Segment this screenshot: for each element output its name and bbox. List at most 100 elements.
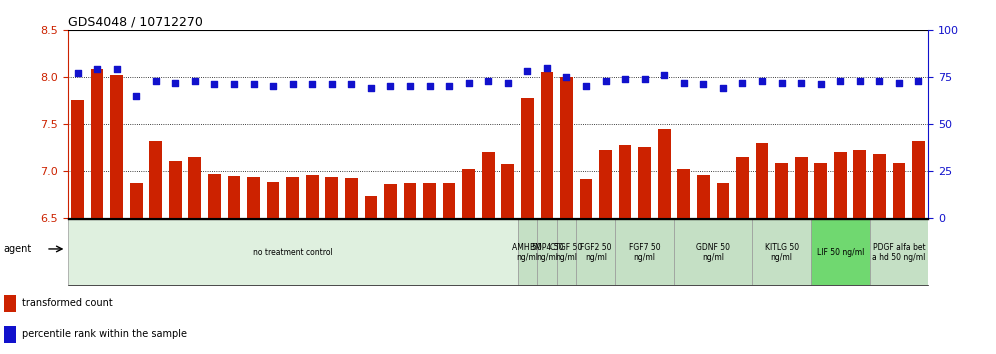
- Bar: [616, 219, 674, 285]
- Point: [363, 85, 378, 91]
- Point: [793, 80, 809, 85]
- Text: GDS4048 / 10712270: GDS4048 / 10712270: [68, 16, 202, 29]
- Point: [285, 82, 301, 87]
- Bar: [149, 141, 162, 218]
- Point: [833, 78, 849, 84]
- Point: [519, 69, 535, 74]
- Point: [402, 84, 418, 89]
- Bar: [403, 183, 416, 218]
- Point: [578, 84, 594, 89]
- Bar: [384, 184, 396, 218]
- Bar: [537, 219, 557, 285]
- Bar: [912, 141, 925, 218]
- Bar: [4, 295, 16, 312]
- Point: [304, 82, 320, 87]
- Point: [344, 82, 360, 87]
- Point: [676, 80, 692, 85]
- Bar: [674, 219, 752, 285]
- Bar: [834, 152, 847, 218]
- Bar: [600, 150, 612, 218]
- Point: [89, 67, 105, 72]
- Text: BMP4 50
ng/ml: BMP4 50 ng/ml: [530, 242, 564, 262]
- Bar: [557, 219, 577, 285]
- Point: [421, 84, 437, 89]
- Text: LIF 50 ng/ml: LIF 50 ng/ml: [817, 248, 864, 257]
- Point: [636, 76, 652, 82]
- Point: [480, 78, 496, 84]
- Text: transformed count: transformed count: [22, 298, 113, 308]
- Point: [128, 93, 144, 99]
- Bar: [619, 144, 631, 218]
- Point: [167, 80, 183, 85]
- Text: KITLG 50
ng/ml: KITLG 50 ng/ml: [765, 242, 799, 262]
- Point: [147, 78, 163, 84]
- Bar: [91, 69, 104, 218]
- Point: [852, 78, 868, 84]
- Bar: [345, 178, 358, 218]
- Bar: [111, 75, 123, 218]
- Bar: [501, 164, 514, 218]
- Text: percentile rank within the sample: percentile rank within the sample: [22, 329, 186, 339]
- Bar: [188, 157, 201, 218]
- Text: CTGF 50
ng/ml: CTGF 50 ng/ml: [551, 242, 583, 262]
- Bar: [365, 196, 377, 218]
- Point: [206, 82, 222, 87]
- Bar: [580, 179, 593, 218]
- Bar: [638, 147, 651, 218]
- Bar: [560, 77, 573, 218]
- Bar: [677, 169, 690, 218]
- Text: FGF7 50
ng/ml: FGF7 50 ng/ml: [628, 242, 660, 262]
- Point: [598, 78, 614, 84]
- Point: [539, 65, 555, 70]
- Point: [656, 72, 672, 78]
- Bar: [716, 183, 729, 218]
- Point: [70, 70, 86, 76]
- Bar: [541, 72, 553, 218]
- Point: [441, 84, 457, 89]
- Bar: [518, 219, 537, 285]
- Bar: [752, 219, 811, 285]
- Bar: [267, 182, 280, 218]
- Point: [910, 78, 926, 84]
- Point: [559, 74, 575, 80]
- Point: [734, 80, 750, 85]
- Bar: [697, 176, 710, 218]
- Text: agent: agent: [3, 244, 32, 254]
- Point: [715, 85, 731, 91]
- Bar: [521, 98, 534, 218]
- Bar: [306, 176, 319, 218]
- Bar: [443, 183, 455, 218]
- Point: [754, 78, 770, 84]
- Bar: [815, 163, 827, 218]
- Text: PDGF alfa bet
a hd 50 ng/ml: PDGF alfa bet a hd 50 ng/ml: [872, 242, 925, 262]
- Bar: [68, 219, 518, 285]
- Bar: [208, 173, 221, 218]
- Point: [109, 67, 124, 72]
- Bar: [811, 219, 870, 285]
- Bar: [286, 177, 299, 218]
- Point: [246, 82, 262, 87]
- Point: [774, 80, 790, 85]
- Point: [813, 82, 829, 87]
- Bar: [71, 101, 84, 218]
- Point: [618, 76, 633, 82]
- Point: [500, 80, 516, 85]
- Bar: [795, 157, 808, 218]
- Text: no treatment control: no treatment control: [253, 248, 333, 257]
- Bar: [423, 183, 436, 218]
- Point: [891, 80, 907, 85]
- Bar: [870, 219, 928, 285]
- Point: [324, 82, 340, 87]
- Bar: [129, 183, 142, 218]
- Point: [695, 82, 711, 87]
- Text: AMH 50
ng/ml: AMH 50 ng/ml: [513, 242, 542, 262]
- Bar: [577, 219, 616, 285]
- Bar: [462, 169, 475, 218]
- Point: [382, 84, 398, 89]
- Bar: [482, 152, 495, 218]
- Bar: [873, 154, 885, 218]
- Bar: [326, 177, 338, 218]
- Point: [187, 78, 203, 84]
- Point: [265, 84, 281, 89]
- Text: FGF2 50
ng/ml: FGF2 50 ng/ml: [580, 242, 612, 262]
